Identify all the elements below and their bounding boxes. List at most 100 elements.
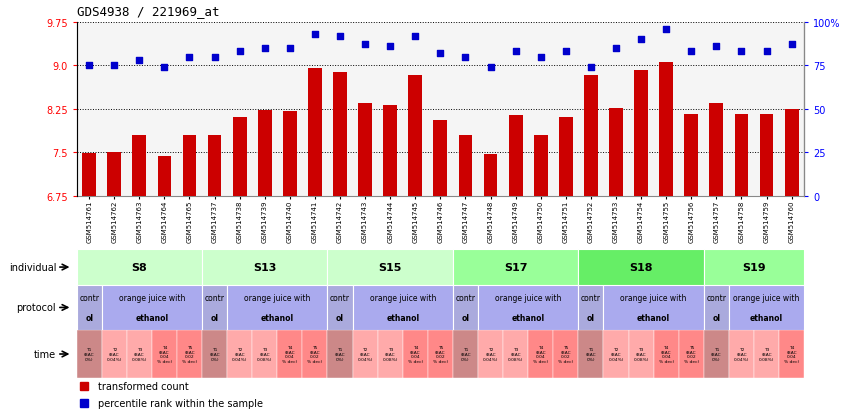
Text: T1
(BAC
0%): T1 (BAC 0%) <box>585 348 597 361</box>
Text: T4
(BAC
0.04
% dec): T4 (BAC 0.04 % dec) <box>283 345 297 363</box>
Bar <box>603 330 629 378</box>
Text: T5
(BAC
0.02
% dec): T5 (BAC 0.02 % dec) <box>182 345 197 363</box>
Bar <box>534 135 548 196</box>
Text: T2
(BAC
0.04%): T2 (BAC 0.04%) <box>608 348 624 361</box>
Bar <box>528 330 553 378</box>
Bar <box>328 250 453 285</box>
Text: T2
(BAC
0.04%): T2 (BAC 0.04%) <box>106 348 122 361</box>
Text: contr: contr <box>79 293 99 302</box>
Point <box>710 44 723 50</box>
Bar <box>660 63 673 196</box>
Bar <box>453 285 478 330</box>
Bar <box>208 136 221 196</box>
Point <box>534 54 547 61</box>
Bar <box>428 330 453 378</box>
Bar <box>127 330 151 378</box>
Text: T1
(BAC
0%): T1 (BAC 0%) <box>334 348 346 361</box>
Text: orange juice with: orange juice with <box>369 293 436 302</box>
Bar <box>77 285 101 330</box>
Bar <box>754 330 780 378</box>
Point <box>559 49 573 55</box>
Point <box>283 45 297 52</box>
Bar <box>704 285 729 330</box>
Bar <box>77 250 202 285</box>
Text: contr: contr <box>204 293 225 302</box>
Bar <box>133 136 146 196</box>
Bar <box>227 330 252 378</box>
Bar <box>403 330 428 378</box>
Bar <box>729 330 754 378</box>
Text: T4
(BAC
0.04
% dec): T4 (BAC 0.04 % dec) <box>534 345 548 363</box>
Bar <box>433 121 448 196</box>
Bar <box>328 330 352 378</box>
Bar <box>603 285 704 330</box>
Point <box>584 64 597 71</box>
Bar <box>559 118 573 196</box>
Point <box>233 49 247 55</box>
Text: ethanol: ethanol <box>135 313 168 322</box>
Bar <box>785 109 798 196</box>
Text: orange juice with: orange juice with <box>244 293 311 302</box>
Bar <box>453 250 579 285</box>
Text: T1
(BAC
0%): T1 (BAC 0%) <box>209 348 220 361</box>
Point <box>133 57 146 64</box>
Text: T4
(BAC
0.04
% dec): T4 (BAC 0.04 % dec) <box>784 345 799 363</box>
Point <box>107 63 121 69</box>
Bar <box>277 330 302 378</box>
Text: T3
(BAC
0.08%): T3 (BAC 0.08%) <box>508 348 523 361</box>
Text: time: time <box>34 349 56 359</box>
Point <box>308 31 322 38</box>
Bar <box>177 330 202 378</box>
Bar <box>101 330 127 378</box>
Text: contr: contr <box>706 293 727 302</box>
Text: T3
(BAC
0.08%): T3 (BAC 0.08%) <box>633 348 648 361</box>
Bar <box>77 330 101 378</box>
Bar <box>202 330 227 378</box>
Bar <box>183 136 197 196</box>
Bar <box>503 330 528 378</box>
Bar <box>729 285 804 330</box>
Text: ol: ol <box>336 313 344 322</box>
Bar <box>579 285 603 330</box>
Text: T2
(BAC
0.04%): T2 (BAC 0.04%) <box>483 348 498 361</box>
Bar <box>352 330 378 378</box>
Text: orange juice with: orange juice with <box>118 293 185 302</box>
Bar <box>333 73 347 196</box>
Point <box>785 42 798 49</box>
Bar <box>157 157 171 196</box>
Text: orange juice with: orange juice with <box>620 293 687 302</box>
Bar <box>383 106 397 196</box>
Text: ethanol: ethanol <box>386 313 420 322</box>
Bar <box>483 154 498 196</box>
Bar <box>283 112 297 196</box>
Text: S8: S8 <box>131 262 147 273</box>
Text: T3
(BAC
0.08%): T3 (BAC 0.08%) <box>257 348 272 361</box>
Point <box>157 64 171 71</box>
Bar <box>734 115 748 196</box>
Text: individual: individual <box>9 262 56 273</box>
Bar <box>478 330 503 378</box>
Text: T1
(BAC
0%): T1 (BAC 0%) <box>83 348 94 361</box>
Text: GDS4938 / 221969_at: GDS4938 / 221969_at <box>77 5 219 18</box>
Text: T2
(BAC
0.04%): T2 (BAC 0.04%) <box>232 348 248 361</box>
Bar <box>358 104 372 196</box>
Bar <box>252 330 277 378</box>
Point <box>609 45 623 52</box>
Text: ol: ol <box>210 313 219 322</box>
Text: ethanol: ethanol <box>511 313 545 322</box>
Bar <box>459 136 472 196</box>
Point <box>258 45 271 52</box>
Bar <box>453 330 478 378</box>
Text: S13: S13 <box>253 262 277 273</box>
Text: T4
(BAC
0.04
% dec): T4 (BAC 0.04 % dec) <box>659 345 674 363</box>
Text: T4
(BAC
0.04
% dec): T4 (BAC 0.04 % dec) <box>157 345 172 363</box>
Bar <box>202 285 227 330</box>
Point <box>634 37 648 43</box>
Bar <box>328 285 352 330</box>
Text: T3
(BAC
0.08%): T3 (BAC 0.08%) <box>383 348 398 361</box>
Point <box>208 54 221 61</box>
Text: S19: S19 <box>742 262 766 273</box>
Text: contr: contr <box>455 293 476 302</box>
Text: ol: ol <box>587 313 595 322</box>
Point <box>334 33 347 40</box>
